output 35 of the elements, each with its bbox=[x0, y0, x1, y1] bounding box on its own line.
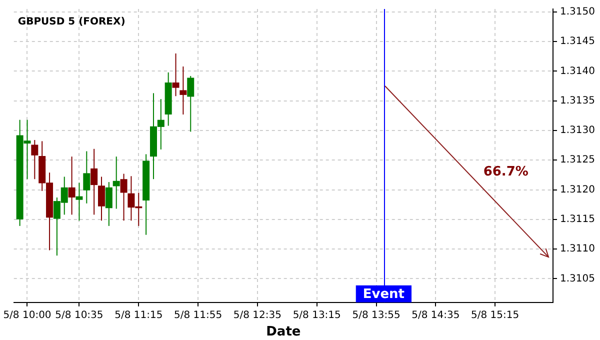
x-tick-label: 5/8 10:00 bbox=[3, 310, 52, 321]
y-tick-label: 1.3150 bbox=[560, 6, 596, 18]
candlestick bbox=[83, 150, 90, 204]
x-tick-label: 5/8 13:15 bbox=[292, 310, 341, 321]
y-tick-label: 1.3145 bbox=[560, 36, 596, 48]
y-tick-label: 1.3120 bbox=[560, 184, 596, 196]
candlestick bbox=[172, 52, 180, 97]
x-tick-label: 5/8 14:35 bbox=[412, 310, 460, 321]
x-tick-label: 5/8 11:55 bbox=[174, 310, 222, 321]
candlestick bbox=[112, 156, 120, 210]
y-tick-label: 1.3110 bbox=[560, 244, 596, 255]
x-tick-label: 5/8 12:35 bbox=[233, 310, 282, 321]
x-tick-label: 5/8 11:15 bbox=[114, 310, 163, 321]
y-tick-label: 1.3140 bbox=[560, 66, 596, 77]
y-tick-label: 1.3125 bbox=[560, 154, 596, 166]
text: GBPUSD 5 (FOREX) bbox=[18, 16, 126, 28]
y-tick-label: 1.3105 bbox=[560, 273, 596, 284]
candlestick bbox=[180, 66, 187, 116]
y-tick-label: 1.3135 bbox=[560, 95, 596, 106]
x-tick-label: 5/8 10:35 bbox=[55, 310, 104, 321]
x-tick-label: 5/8 15:15 bbox=[471, 310, 520, 321]
annotation: 66.7% bbox=[483, 164, 528, 180]
candlestick bbox=[68, 156, 76, 216]
candlestick bbox=[105, 182, 112, 226]
y-tick-label: 1.3130 bbox=[560, 125, 596, 136]
x-tick-label: 5/8 13:55 bbox=[352, 310, 400, 321]
candlestick bbox=[76, 182, 83, 222]
candlestick bbox=[90, 148, 98, 216]
candlestick bbox=[120, 173, 128, 222]
candlestick bbox=[31, 139, 38, 180]
candlestick bbox=[187, 75, 194, 132]
ref-line-label: Event bbox=[362, 286, 405, 302]
y-tick-label: 1.3115 bbox=[560, 214, 596, 226]
x-axis-title: Date bbox=[266, 324, 301, 340]
candlestick bbox=[98, 176, 106, 222]
